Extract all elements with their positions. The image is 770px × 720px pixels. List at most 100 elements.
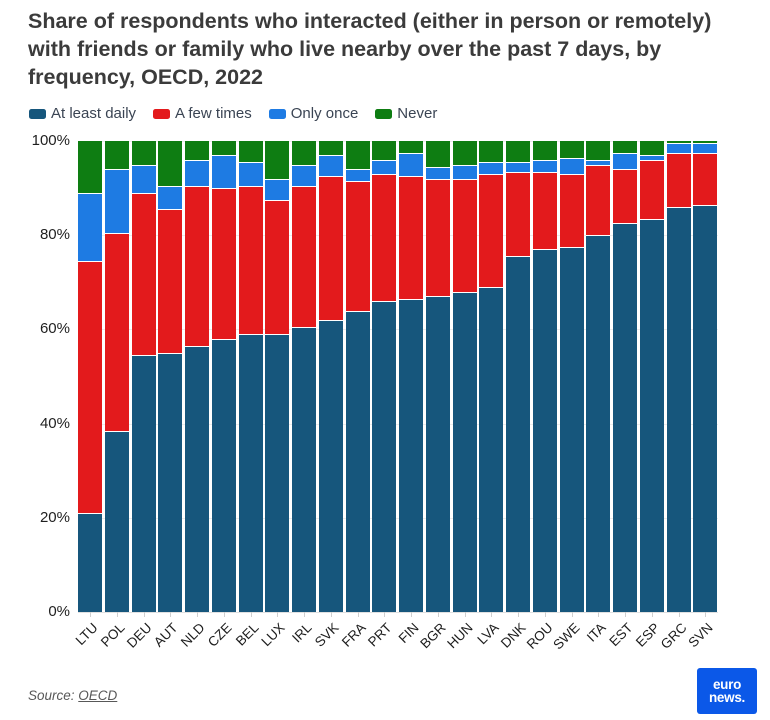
bar-segment-fra-a-few-times[interactable] (345, 181, 370, 311)
bar-segment-aut-never[interactable] (158, 141, 183, 186)
bar-segment-irl-never[interactable] (292, 141, 317, 165)
legend-item-only-once[interactable]: Only once (268, 105, 358, 122)
bar-svn[interactable] (693, 141, 718, 612)
bar-segment-ita-never[interactable] (586, 141, 611, 160)
source-link[interactable]: OECD (78, 688, 118, 703)
bar-fra[interactable] (345, 141, 370, 612)
bar-segment-bgr-only-once[interactable] (425, 166, 450, 179)
bar-esp[interactable] (639, 141, 664, 612)
bar-segment-ltu-at-least-daily[interactable] (78, 513, 102, 612)
bar-segment-fin-never[interactable] (399, 141, 424, 153)
bar-segment-dnk-a-few-times[interactable] (506, 171, 531, 257)
bar-segment-esp-at-least-daily[interactable] (639, 218, 664, 612)
legend-item-never[interactable]: Never (375, 105, 437, 122)
bar-segment-ita-a-few-times[interactable] (586, 164, 611, 236)
bar-hun[interactable] (452, 141, 477, 612)
bar-segment-prt-a-few-times[interactable] (372, 173, 397, 302)
bar-segment-irl-only-once[interactable] (292, 164, 317, 186)
bar-segment-fin-at-least-daily[interactable] (399, 298, 424, 612)
bar-segment-hun-a-few-times[interactable] (452, 178, 477, 292)
bar-segment-grc-only-once[interactable] (666, 143, 691, 153)
bar-pol[interactable] (104, 141, 129, 612)
bar-segment-hun-never[interactable] (452, 141, 477, 165)
bar-bel[interactable] (238, 141, 263, 612)
bar-segment-rou-only-once[interactable] (532, 159, 557, 172)
bar-segment-bel-a-few-times[interactable] (238, 185, 263, 335)
legend-item-a-few-times[interactable]: A few times (153, 105, 252, 122)
bar-aut[interactable] (158, 141, 183, 612)
bar-segment-hun-at-least-daily[interactable] (452, 291, 477, 612)
bar-segment-svk-only-once[interactable] (318, 155, 343, 177)
bar-nld[interactable] (185, 141, 210, 612)
bar-segment-svn-only-once[interactable] (693, 143, 718, 153)
bar-segment-swe-a-few-times[interactable] (559, 173, 584, 247)
bar-segment-deu-at-least-daily[interactable] (131, 355, 156, 612)
bar-segment-lva-never[interactable] (479, 141, 504, 163)
bar-segment-grc-at-least-daily[interactable] (666, 206, 691, 612)
bar-segment-nld-a-few-times[interactable] (185, 185, 210, 346)
bar-segment-aut-only-once[interactable] (158, 185, 183, 210)
bar-segment-prt-at-least-daily[interactable] (372, 301, 397, 612)
bar-segment-swe-never[interactable] (559, 141, 584, 158)
bar-segment-prt-never[interactable] (372, 141, 397, 160)
bar-lva[interactable] (479, 141, 504, 612)
bar-segment-lux-at-least-daily[interactable] (265, 334, 290, 612)
bar-segment-deu-a-few-times[interactable] (131, 192, 156, 356)
bar-segment-svn-never[interactable] (693, 141, 718, 144)
bar-segment-esp-never[interactable] (639, 141, 664, 156)
bar-segment-cze-a-few-times[interactable] (211, 188, 236, 339)
bar-ltu[interactable] (78, 141, 102, 612)
bar-swe[interactable] (559, 141, 584, 612)
bar-segment-swe-only-once[interactable] (559, 157, 584, 174)
bar-deu[interactable] (131, 141, 156, 612)
bar-segment-fin-only-once[interactable] (399, 152, 424, 177)
bar-segment-deu-only-once[interactable] (131, 164, 156, 193)
bar-segment-irl-at-least-daily[interactable] (292, 327, 317, 612)
bar-segment-cze-at-least-daily[interactable] (211, 338, 236, 612)
bar-segment-rou-never[interactable] (532, 141, 557, 160)
bar-irl[interactable] (292, 141, 317, 612)
bar-fin[interactable] (399, 141, 424, 612)
bar-segment-bgr-at-least-daily[interactable] (425, 296, 450, 612)
bar-segment-bel-never[interactable] (238, 141, 263, 163)
bar-segment-svk-at-least-daily[interactable] (318, 319, 343, 612)
bar-segment-pol-at-least-daily[interactable] (104, 430, 129, 612)
bar-svk[interactable] (318, 141, 343, 612)
legend-item-at-least-daily[interactable]: At least daily (29, 105, 136, 122)
bar-segment-nld-never[interactable] (185, 141, 210, 160)
bar-segment-lva-only-once[interactable] (479, 162, 504, 174)
bar-segment-pol-never[interactable] (104, 141, 129, 170)
bar-segment-nld-only-once[interactable] (185, 159, 210, 186)
bar-segment-lux-only-once[interactable] (265, 178, 290, 200)
bar-segment-lva-at-least-daily[interactable] (479, 287, 504, 612)
bar-prt[interactable] (372, 141, 397, 612)
bar-segment-fra-only-once[interactable] (345, 169, 370, 182)
bar-segment-est-at-least-daily[interactable] (613, 223, 638, 612)
bar-segment-svk-a-few-times[interactable] (318, 176, 343, 320)
bar-segment-esp-only-once[interactable] (639, 155, 664, 160)
bar-segment-bel-at-least-daily[interactable] (238, 334, 263, 612)
bar-segment-svn-at-least-daily[interactable] (693, 204, 718, 612)
bar-cze[interactable] (211, 141, 236, 612)
bar-segment-est-never[interactable] (613, 141, 638, 153)
bar-segment-dnk-only-once[interactable] (506, 162, 531, 172)
bar-segment-cze-never[interactable] (211, 141, 236, 156)
bar-segment-fin-a-few-times[interactable] (399, 176, 424, 299)
bar-segment-deu-never[interactable] (131, 141, 156, 165)
bar-segment-nld-at-least-daily[interactable] (185, 345, 210, 612)
bar-segment-ltu-only-once[interactable] (78, 192, 102, 262)
bar-segment-svn-a-few-times[interactable] (693, 152, 718, 205)
bar-segment-grc-a-few-times[interactable] (666, 152, 691, 207)
bar-segment-dnk-never[interactable] (506, 141, 531, 163)
bar-segment-swe-at-least-daily[interactable] (559, 246, 584, 612)
bar-segment-est-only-once[interactable] (613, 152, 638, 170)
bar-grc[interactable] (666, 141, 691, 612)
bar-segment-cze-only-once[interactable] (211, 155, 236, 189)
bar-segment-aut-at-least-daily[interactable] (158, 352, 183, 612)
bar-segment-esp-a-few-times[interactable] (639, 159, 664, 219)
bar-ita[interactable] (586, 141, 611, 612)
bar-segment-ltu-a-few-times[interactable] (78, 261, 102, 514)
bar-segment-ita-only-once[interactable] (586, 159, 611, 165)
bar-segment-ita-at-least-daily[interactable] (586, 235, 611, 612)
bar-est[interactable] (613, 141, 638, 612)
